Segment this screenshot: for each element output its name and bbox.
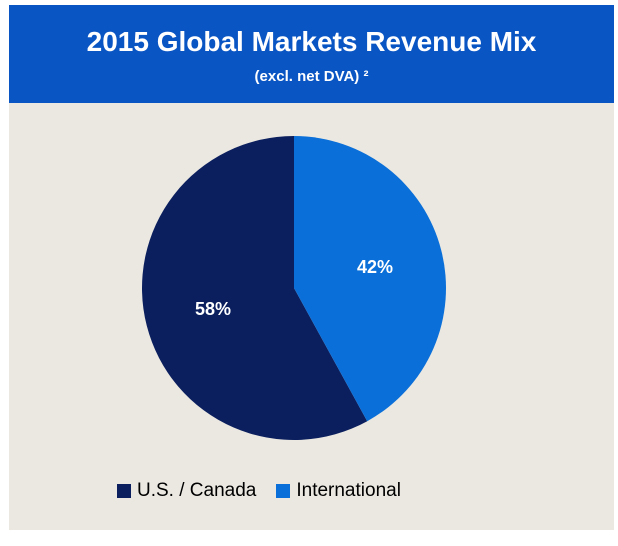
chart-title: 2015 Global Markets Revenue Mix <box>86 26 537 57</box>
legend-item-us-canada: U.S. / Canada <box>117 480 256 502</box>
chart-header: 2015 Global Markets Revenue Mix (excl. n… <box>9 5 614 103</box>
pie-slice-1 <box>294 136 447 422</box>
legend-label-international: International <box>296 480 401 501</box>
pie-chart: 58% 42% <box>142 136 447 440</box>
legend-label-us-canada: U.S. / Canada <box>137 480 257 501</box>
legend-swatch-us-canada <box>117 484 131 498</box>
chart-panel: 2015 Global Markets Revenue Mix (excl. n… <box>9 5 614 530</box>
pie-slice-0 <box>142 136 368 440</box>
legend-item-international: International <box>276 480 401 502</box>
pie-slice-label-1: 42% <box>357 257 393 277</box>
chart-subtitle: (excl. net DVA) ² <box>254 68 369 85</box>
chart-legend: U.S. / Canada International <box>117 479 421 503</box>
pie-slice-label-0: 58% <box>195 299 231 319</box>
legend-swatch-international <box>276 484 291 498</box>
